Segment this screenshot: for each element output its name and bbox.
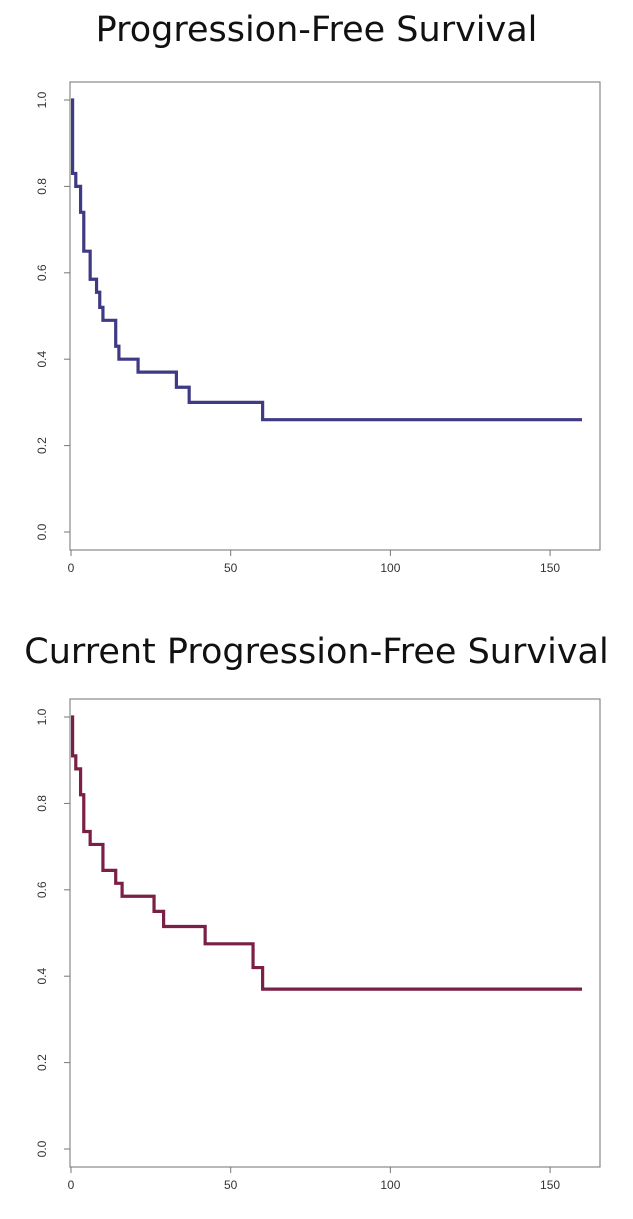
km-plot-progression-free-survival: 0 50 100 150 0.0 0.2 0.4 0.6 0.8 1.0: [35, 81, 601, 575]
y-tick-label: 0.8: [35, 178, 49, 195]
y-tick-label: 0.4: [35, 351, 49, 368]
x-tick-label: 150: [540, 1178, 560, 1192]
y-tick-label: 0.2: [35, 1054, 49, 1071]
km-plot-current-progression-free-survival: 0 50 100 150 0.0 0.2 0.4 0.6 0.8 1.0: [35, 698, 601, 1192]
y-tick-label: 1.0: [35, 91, 49, 108]
x-tick-label: 100: [380, 1178, 400, 1192]
survival-curve-series-0: [70, 715, 582, 991]
y-tick-label: 1.0: [35, 708, 49, 725]
x-tick-label: 150: [540, 561, 560, 575]
chart-title: Progression-Free Survival: [95, 10, 538, 50]
x-tick-label: 50: [224, 561, 238, 575]
y-tick-label: 0.4: [35, 968, 49, 985]
x-tick-label: 100: [380, 561, 400, 575]
x-tick-label: 0: [68, 561, 75, 575]
y-tick-label: 0.6: [35, 264, 49, 281]
survival-curve-series-0: [70, 98, 582, 422]
x-tick-label: 0: [68, 1178, 75, 1192]
y-tick-label: 0.0: [35, 523, 49, 540]
plot-frame: [69, 81, 601, 551]
y-tick-label: 0.8: [35, 795, 49, 812]
plot-frame: [69, 698, 601, 1168]
chart-panel-progression-free-survival: Progression-Free Survival 0 50 100 150 0.0 0.…: [0, 0, 633, 600]
y-tick-label: 0.0: [35, 1140, 49, 1157]
chart-title: Current Progression-Free Survival: [24, 632, 609, 672]
chart-panel-current-progression-free-survival: Current Progression-Free Survival 0 50 100…: [0, 615, 633, 1219]
y-tick-label: 0.2: [35, 437, 49, 454]
x-tick-label: 50: [224, 1178, 238, 1192]
y-tick-label: 0.6: [35, 881, 49, 898]
